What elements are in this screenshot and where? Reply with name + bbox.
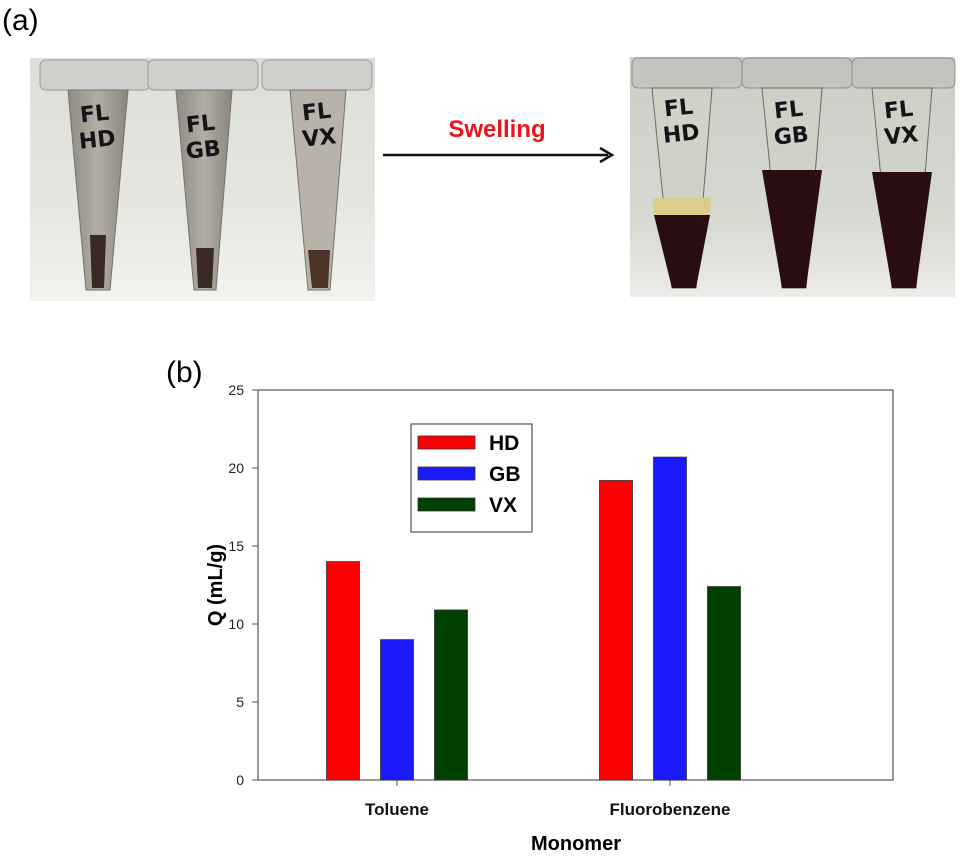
tube-after-vx: FL VX xyxy=(851,57,956,289)
x-axis-title: Monomer xyxy=(531,833,621,855)
photo-after-swelling: FL HD FL GB FL VX xyxy=(630,57,956,297)
tube-label-before-gb: FL GB xyxy=(184,112,222,165)
tube-label-before-hd: FL HD xyxy=(77,102,117,155)
legend-swatch-hd xyxy=(417,435,476,450)
panel-b-label: (b) xyxy=(166,356,203,389)
tube-before-gb: FL GB xyxy=(147,59,259,291)
tube-label-before-vx: FL VX xyxy=(300,100,338,153)
bar-vx-fluorobenzene xyxy=(707,586,741,781)
swelling-arrow xyxy=(383,146,615,164)
bar-hd-toluene xyxy=(326,561,360,781)
legend: HD GB VX xyxy=(410,423,533,533)
y-tick-label: 15 xyxy=(228,538,244,554)
legend-swatch-gb xyxy=(417,466,476,481)
tube-label-after-gb: FL GB xyxy=(772,98,810,151)
tube-label-after-vx: FL VX xyxy=(882,98,920,151)
tube-after-gb: FL GB xyxy=(741,57,853,289)
y-tick-label: 25 xyxy=(228,382,244,398)
legend-label-hd: HD xyxy=(489,432,519,455)
tube-after-hd: FL HD xyxy=(631,57,743,289)
bar-hd-fluorobenzene xyxy=(599,480,633,781)
plot-area xyxy=(257,389,894,781)
bar-gb-fluorobenzene xyxy=(653,456,687,781)
bar-gb-toluene xyxy=(380,639,414,781)
bar-vx-toluene xyxy=(434,609,468,781)
x-tick-label: Fluorobenzene xyxy=(610,800,731,819)
tube-label-after-hd: FL HD xyxy=(661,96,701,149)
y-tick-label: 20 xyxy=(228,460,244,476)
legend-swatch-vx xyxy=(417,497,476,512)
panel-a-label: (a) xyxy=(2,4,39,37)
x-tick-label: Toluene xyxy=(365,800,429,819)
tube-before-vx: FL VX xyxy=(261,59,373,291)
y-axis-title: Q (mL/g) xyxy=(205,544,227,626)
swelling-label: Swelling xyxy=(448,116,545,143)
legend-label-vx: VX xyxy=(489,494,517,517)
legend-label-gb: GB xyxy=(489,463,521,486)
photo-before-swelling: FL HD FL GB FL VX xyxy=(30,58,375,301)
y-tick-label: 10 xyxy=(228,616,244,632)
y-tick-label: 5 xyxy=(236,694,244,710)
y-tick-label: 0 xyxy=(236,772,244,788)
